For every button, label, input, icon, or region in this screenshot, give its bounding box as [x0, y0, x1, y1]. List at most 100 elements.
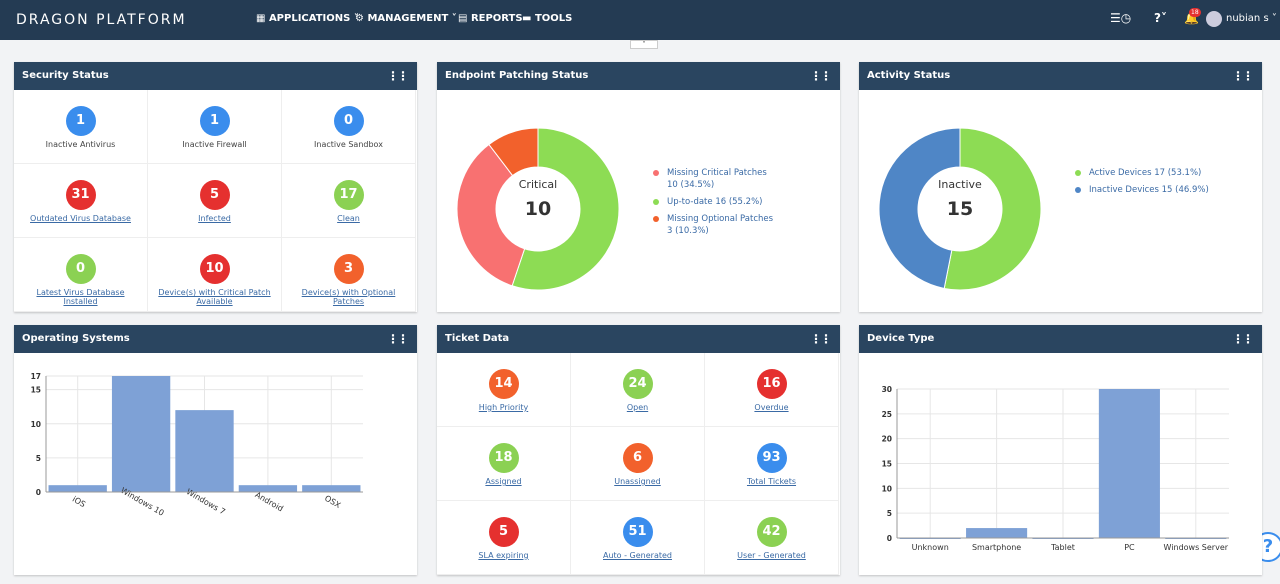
stat-label[interactable]: Total Tickets: [746, 477, 797, 486]
panel-menu[interactable]: ⋮⋮: [387, 332, 409, 346]
panel-menu[interactable]: ⋮⋮: [387, 69, 409, 83]
stat-cell: 0 Inactive Sandbox: [282, 90, 416, 164]
panel-title: Endpoint Patching Status: [445, 70, 589, 81]
x-tick-label: Unknown: [912, 543, 949, 552]
legend-dot: [1075, 187, 1081, 193]
stat-cell: 5 Infected: [148, 164, 282, 238]
stat-cell: 31 Outdated Virus Database: [14, 164, 148, 238]
stat-label: Inactive Sandbox: [314, 140, 383, 149]
brand[interactable]: DRAGON PLATFORM: [16, 12, 187, 28]
bar: [111, 376, 171, 492]
stat-label[interactable]: User - Generated: [737, 551, 806, 560]
stat-cell: 51 Auto - Generated: [571, 501, 705, 575]
legend-value: 17 (53.1%): [1154, 168, 1202, 178]
stat-label[interactable]: Clean: [337, 214, 360, 223]
count-badge: 93: [756, 443, 787, 473]
count-badge: 17: [333, 180, 364, 210]
donut-slice: [456, 143, 526, 287]
history-icon[interactable]: ☰◷: [1110, 11, 1132, 25]
legend-value: 3 (10.3%): [667, 226, 709, 236]
bar: [966, 528, 1028, 538]
count-badge: 6: [622, 443, 653, 473]
panel-header: Security Status ⋮⋮: [14, 62, 417, 90]
stat-label[interactable]: Device(s) with Critical Patch Available: [158, 288, 271, 306]
stat-cell: 24 Open: [571, 353, 705, 427]
stat-label[interactable]: Infected: [198, 214, 231, 223]
stat-label[interactable]: Device(s) with Optional Patches: [301, 288, 396, 306]
stat-label[interactable]: Open: [626, 403, 649, 412]
stat-cell: 6 Unassigned: [571, 427, 705, 501]
panel: Device Type ⋮⋮ 0 5 10 15 20 25 30 Unknown Smartpho…: [859, 325, 1262, 575]
count-badge: 5: [199, 180, 230, 210]
nav-item[interactable]: ▤ REPORTS: [458, 13, 523, 24]
nav-item[interactable]: ▦ APPLICATIONS ˅: [256, 13, 359, 24]
panel-body: 0 5 10 15 17 iOS Windows 10 Windows 7 Android OSX: [14, 353, 417, 575]
stat-label[interactable]: Unassigned: [614, 477, 661, 486]
legend-name: Up-to-date: [667, 197, 713, 207]
y-tick-label: 0: [36, 488, 41, 497]
legend-name: Active Devices: [1089, 168, 1152, 178]
stat-label: Inactive Firewall: [182, 140, 247, 149]
legend-dot: [653, 170, 659, 176]
stat-cell: 14 High Priority: [437, 353, 571, 427]
stat-label[interactable]: Overdue: [754, 403, 789, 412]
panel-body: Inactive 15 Active Devices 17 (53.1%) Inact…: [859, 90, 1262, 312]
x-tick-label: OSX: [323, 494, 343, 510]
center-value: 15: [947, 198, 973, 220]
count-badge: 10: [199, 254, 230, 284]
nav-text: REPORTS: [470, 13, 523, 24]
stat-label[interactable]: Outdated Virus Database: [30, 214, 131, 223]
avatar[interactable]: [1206, 11, 1222, 27]
legend-value: 10 (34.5%): [667, 180, 715, 190]
legend-value: 15 (46.9%): [1161, 185, 1209, 195]
bar: [48, 485, 107, 492]
bar: [1098, 389, 1160, 538]
stat-label[interactable]: Auto - Generated: [603, 551, 672, 560]
panel: Activity Status ⋮⋮ Inactive 15 Active Device…: [859, 62, 1262, 312]
panel-menu[interactable]: ⋮⋮: [810, 332, 832, 346]
y-tick-label: 0: [887, 534, 892, 543]
x-tick-label: Windows Server: [1164, 543, 1229, 552]
stat-label[interactable]: High Priority: [478, 403, 529, 412]
panel: Ticket Data ⋮⋮ 14 High Priority 24 Open 16 Over…: [437, 325, 840, 575]
stat-cell: 0 Latest Virus Database Installed: [14, 238, 148, 312]
legend: Active Devices 17 (53.1%) Inactive Device…: [1075, 167, 1235, 201]
stat-cell: 18 Assigned: [437, 427, 571, 501]
stat-label[interactable]: SLA expiring: [478, 551, 529, 560]
panel: Endpoint Patching Status ⋮⋮ Critical 10 Miss…: [437, 62, 840, 312]
stat-cell: 5 SLA expiring: [437, 501, 571, 575]
x-tick-label: PC: [1124, 543, 1135, 552]
stat-label[interactable]: Assigned: [485, 477, 522, 486]
legend-name: Missing Critical Patches: [667, 168, 767, 178]
panel-menu[interactable]: ⋮⋮: [810, 69, 832, 83]
collapse-tab[interactable]: ˄: [630, 40, 658, 49]
panel-title: Device Type: [867, 333, 935, 344]
legend-item: Active Devices 17 (53.1%): [1075, 167, 1235, 179]
center-label: Inactive: [938, 178, 982, 191]
legend-dot: [653, 199, 659, 205]
panel-menu[interactable]: ⋮⋮: [1232, 332, 1254, 346]
legend: Missing Critical Patches 10 (34.5%) Up-to…: [653, 167, 778, 242]
panel-menu[interactable]: ⋮⋮: [1232, 69, 1254, 83]
stat-label: Inactive Antivirus: [45, 140, 116, 149]
nav-item[interactable]: ⚙ MANAGEMENT ˅: [355, 13, 457, 24]
count-badge: 5: [488, 517, 519, 547]
chart: 0 5 10 15 20 25 30 Unknown Smartphone Tablet PC Win…: [882, 385, 1229, 552]
notification-badge: 18: [1189, 8, 1201, 17]
stat-cell: 1 Inactive Firewall: [148, 90, 282, 164]
y-tick-label: 5: [36, 454, 41, 463]
y-tick-label: 5: [887, 509, 892, 518]
user-menu[interactable]: nubian s ˅: [1226, 13, 1277, 24]
panel-title: Security Status: [22, 70, 109, 81]
nav-item[interactable]: ▬ TOOLS: [522, 13, 573, 24]
stat-cell: 17 Clean: [282, 164, 416, 238]
nav-text: APPLICATIONS: [268, 13, 351, 24]
donut-slice: [878, 127, 961, 290]
panel-header: Device Type ⋮⋮: [859, 325, 1262, 353]
stat-cell: 42 User - Generated: [705, 501, 839, 575]
panel-body: 0 5 10 15 20 25 30 Unknown Smartphone Tablet PC Win…: [859, 353, 1262, 575]
stat-label[interactable]: Latest Virus Database Installed: [36, 288, 125, 306]
panel-header: Endpoint Patching Status ⋮⋮: [437, 62, 840, 90]
help-icon[interactable]: ?˅: [1154, 11, 1167, 25]
panel-title: Operating Systems: [22, 333, 130, 344]
